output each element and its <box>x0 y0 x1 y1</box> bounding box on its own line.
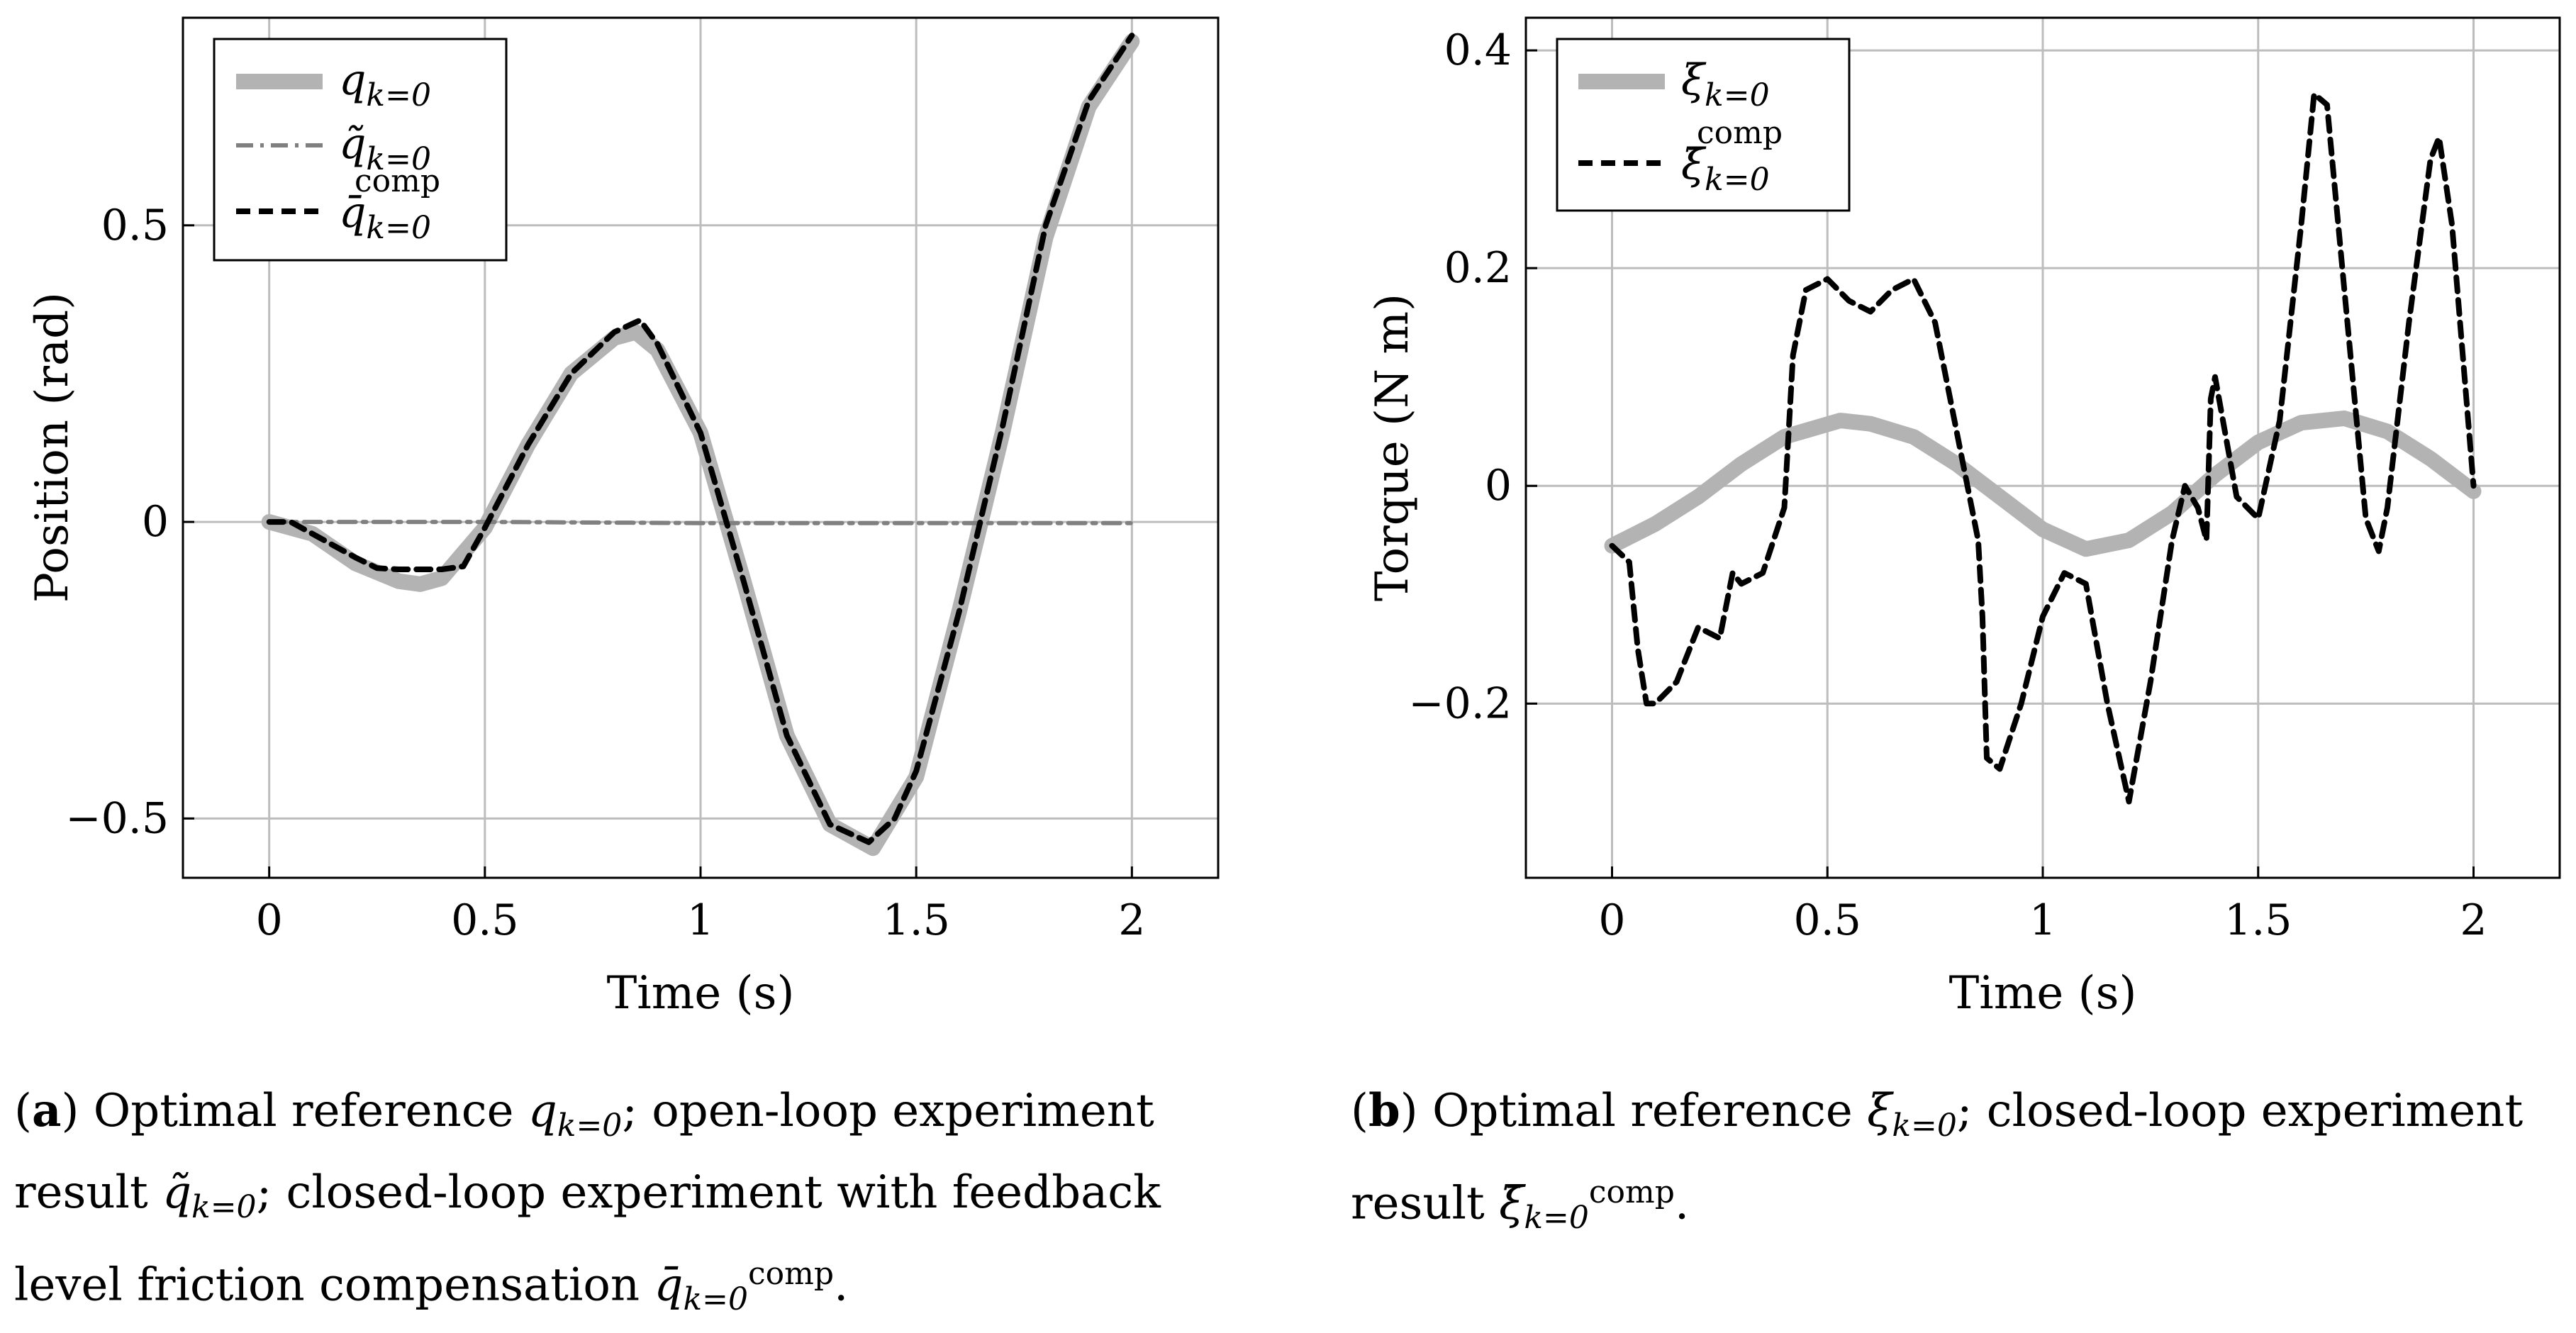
panel-a-x-tick-label-4: 2 <box>1118 896 1145 945</box>
panel-a-y-tick-label-0: −0.5 <box>65 793 169 843</box>
panel-a-y-tick-label-1: 0 <box>142 497 169 547</box>
panel-b-y-tick-label-2: 0.2 <box>1444 243 1512 293</box>
panel-a-series-2 <box>266 33 1135 845</box>
panel-a-x-tick-label-1: 0.5 <box>451 896 518 945</box>
panel-b-y-axis-label: Torque (N m) <box>1366 294 1419 601</box>
panel-a-x-tick-label-2: 1 <box>687 896 714 945</box>
caption-a-line-3: level friction compensation q̄k=0comp. <box>14 1255 849 1317</box>
legend-label-xi-bar-comp: ξ̄k=0comp <box>1681 115 1783 198</box>
panel-a-x-tick-label-3: 1.5 <box>882 896 949 945</box>
panel-b-legend: ξk=0 ξ̄k=0comp <box>1556 38 1851 212</box>
caption-b-line-1: (b) Optimal reference ξk=0; closed-loop … <box>1351 1084 2524 1144</box>
panel-a-x-axis-label: Time (s) <box>607 967 795 1020</box>
caption-panel-a: (a) Optimal reference qk=0; open-loop ex… <box>14 1078 1234 1333</box>
panel-b-x-tick-label-3: 1.5 <box>2224 896 2292 945</box>
panel-b-y-tick-label-3: 0.4 <box>1444 26 1512 75</box>
panel-b-y-tick-label-1: 0 <box>1485 461 1512 511</box>
panel-a-y-axis-label: Position (rad) <box>26 292 79 603</box>
panel-a-chart: 0 0.5 1 1.5 2 −0.5 0 0.5 Time (s) Position (rad… <box>26 16 1220 1020</box>
panel-a-legend: qk=0 q̃k=0 q̄k=0comp <box>213 38 508 262</box>
panel-b-chart: 0 0.5 1 1.5 2 −0.2 0 0.2 0.4 Time (s) Torque (N … <box>1366 16 2561 1020</box>
panel-a-y-tick-label-2: 0.5 <box>101 201 169 250</box>
caption-a-line-2: result q̃k=0; closed-loop experiment wit… <box>14 1166 1161 1225</box>
panel-b-series-0 <box>1604 411 2482 557</box>
panel-a-series-1 <box>267 520 1134 525</box>
caption-panel-b: (b) Optimal reference ξk=0; closed-loop … <box>1351 1078 2570 1251</box>
panel-b-series-1 <box>1609 91 2477 805</box>
panel-b-x-axis-label: Time (s) <box>1949 967 2137 1020</box>
panel-b-x-tick-label-2: 1 <box>2029 896 2056 945</box>
legend-label-xi: ξk=0 <box>1681 55 1770 113</box>
panel-a-x-tick-label-0: 0 <box>256 896 283 945</box>
caption-b-line-2: result ξ̄k=0comp. <box>1351 1173 1690 1236</box>
panel-b-y-tick-label-0: −0.2 <box>1408 679 1512 728</box>
panel-b-x-tick-label-0: 0 <box>1598 896 1625 945</box>
caption-a-line-1: (a) Optimal reference qk=0; open-loop ex… <box>14 1084 1154 1144</box>
panel-b-x-tick-label-1: 0.5 <box>1794 896 1861 945</box>
panel-b-x-tick-label-4: 2 <box>2460 896 2487 945</box>
